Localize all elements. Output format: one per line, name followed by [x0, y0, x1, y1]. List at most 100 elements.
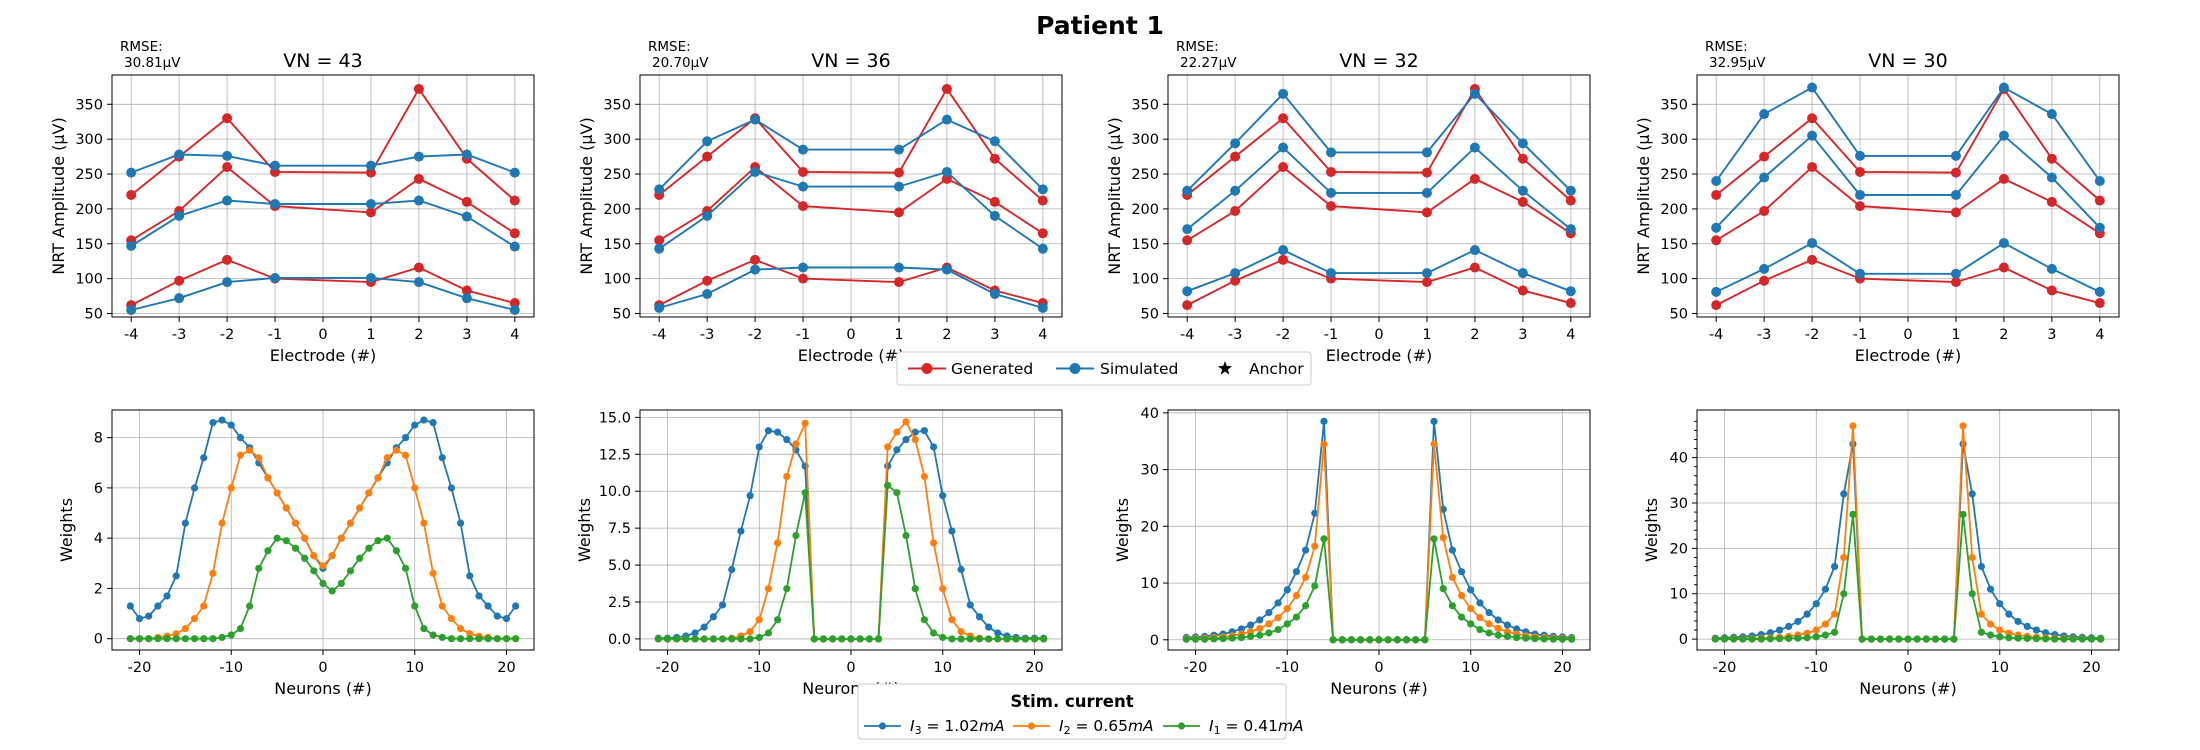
data-point-I3-0-9: [737, 527, 745, 535]
tick-label-y-4: 40: [1670, 451, 1688, 467]
current-value: = 0.65: [1071, 717, 1128, 735]
data-point-simulated-3-0: [1711, 176, 1722, 187]
tick-label-x-7: 3: [462, 327, 471, 343]
data-point-I1-2-26: [365, 544, 373, 552]
series-line-generated-0: [1186, 87, 1572, 202]
data-point-I1-2-2: [145, 635, 153, 643]
data-point-simulated-3-4: [1421, 147, 1432, 158]
data-point-I1-2-11: [1812, 633, 1820, 641]
data-point-I1-2-24: [874, 635, 883, 643]
data-point-simulated-3-6: [2046, 109, 2057, 120]
x-axis-label: Electrode (#): [1855, 346, 1961, 365]
data-point-generated-0-3: [798, 166, 809, 177]
data-point-simulated-5-0: [1711, 286, 1722, 297]
data-point-I1-2-5: [1757, 635, 1765, 643]
data-point-simulated-4-1: [1230, 185, 1241, 196]
data-point-simulated-4-2: [222, 195, 233, 206]
data-point-I1-2-30: [929, 629, 938, 637]
data-point-I2-1-7: [190, 614, 199, 623]
data-point-I1-2-26: [1950, 635, 1958, 643]
data-point-I1-2-32: [2005, 634, 2013, 642]
data-point-generated-2-0: [1182, 300, 1193, 311]
tick-label-x-2: 0: [846, 660, 855, 676]
series-line-generated-1: [658, 165, 1044, 242]
data-point-I1-2-5: [172, 635, 180, 643]
panel-title: VN = 43: [283, 50, 362, 72]
tick-label-y-5: 300: [1131, 132, 1159, 148]
tick-label-y-2: 4: [94, 531, 103, 547]
series-line-generated-2: [658, 258, 1044, 306]
data-point-I1-2-19: [1886, 635, 1894, 643]
data-point-I3-0-13: [774, 428, 782, 436]
data-point-I1-2-16: [1858, 635, 1866, 643]
data-point-simulated-5-1: [1230, 268, 1241, 279]
data-point-simulated-5-0: [126, 305, 137, 316]
data-point-I1-2-33: [957, 635, 965, 643]
data-point-generated-1-0: [654, 235, 665, 246]
data-point-I1-2-28: [1439, 585, 1447, 593]
data-point-I3-0-10: [218, 416, 226, 424]
tick-label-y-6: 350: [1131, 97, 1159, 113]
data-point-I3-0-14: [1840, 490, 1848, 498]
data-point-I3-0-31: [411, 421, 419, 429]
data-point-simulated-3-7: [2094, 176, 2105, 187]
data-point-I1-2-36: [457, 635, 465, 643]
data-point-I3-0-36: [2042, 629, 2050, 637]
data-point-simulated-5-4: [365, 272, 376, 283]
data-point-I1-2-23: [1393, 636, 1401, 644]
data-point-simulated-3-5: [1998, 82, 2009, 93]
data-point-I3-0-31: [939, 492, 947, 500]
data-point-I1-2-40: [2078, 635, 2086, 643]
data-point-generated-0-0: [1711, 189, 1722, 200]
data-point-simulated-3-1: [702, 136, 713, 147]
data-point-I2-1-25: [356, 504, 364, 512]
data-point-generated-1-1: [1230, 205, 1241, 216]
data-point-simulated-5-6: [2046, 263, 2057, 274]
data-point-I1-2-19: [1357, 636, 1365, 644]
data-point-simulated-4-5: [1469, 142, 1480, 153]
data-point-I1-2-8: [1785, 634, 1793, 643]
tick-label-y-4: 8: [94, 431, 103, 447]
data-point-I2-1-26: [893, 428, 901, 436]
data-point-generated-1-6: [1517, 196, 1528, 207]
data-point-I3-0-32: [948, 527, 956, 535]
tick-label-x-1: -3: [700, 327, 714, 343]
data-point-I3-0-15: [1320, 417, 1328, 425]
data-point-I2-1-16: [273, 489, 281, 497]
data-point-simulated-3-7: [1037, 184, 1048, 195]
data-point-I1-2-0: [1182, 635, 1190, 643]
data-point-I1-2-24: [1402, 636, 1411, 644]
tick-label-y-1: 100: [1131, 272, 1159, 288]
data-point-I1-2-12: [236, 625, 245, 633]
data-point-I3-0-10: [746, 492, 754, 500]
tick-label-x-0: -4: [1709, 327, 1723, 343]
data-point-I1-2-14: [783, 585, 791, 593]
data-point-simulated-5-3: [1855, 268, 1866, 279]
data-point-I1-2-28: [1968, 590, 1976, 598]
data-point-simulated-5-7: [1037, 302, 1048, 313]
data-point-I3-0-11: [1283, 586, 1291, 594]
data-point-I2-1-15: [264, 474, 272, 482]
star-icon: [1217, 361, 1233, 375]
data-point-I1-2-23: [1922, 635, 1930, 643]
tick-label-y-6: 350: [1660, 97, 1688, 113]
data-point-I2-1-33: [957, 627, 965, 636]
data-point-I1-2-7: [718, 635, 727, 643]
data-point-I1-2-31: [1996, 633, 2004, 641]
data-point-I3-0-34: [966, 601, 974, 609]
data-point-simulated-5-3: [798, 262, 809, 273]
data-point-I3-0-26: [893, 446, 901, 454]
data-point-I2-1-29: [392, 446, 400, 454]
data-point-I2-1-11: [1283, 604, 1291, 613]
data-point-generated-1-3: [1326, 201, 1337, 212]
data-point-I1-2-36: [985, 635, 993, 643]
data-point-I1-2-33: [1485, 629, 1493, 637]
current-symbol: I: [910, 717, 915, 735]
tick-label-x-2: -2: [220, 327, 234, 343]
data-point-I2-1-13: [1302, 573, 1310, 581]
series-line-generated-1: [1715, 165, 2101, 242]
data-point-I1-2-22: [1384, 636, 1392, 644]
data-point-generated-1-7: [509, 228, 520, 239]
data-point-I3-0-27: [1430, 417, 1438, 425]
data-point-generated-0-3: [1326, 166, 1337, 177]
